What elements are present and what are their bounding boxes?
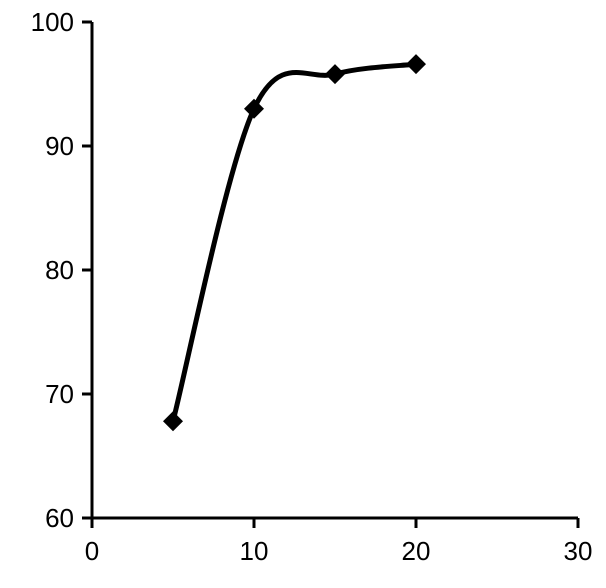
line-chart: 0 10 20 30 60 70 80 90 100 [0,0,606,588]
x-tick-label: 10 [240,536,269,566]
x-tick-label: 0 [85,536,99,566]
chart-svg: 0 10 20 30 60 70 80 90 100 [0,0,606,588]
y-tick-label: 100 [31,7,74,37]
x-tick-label: 30 [564,536,593,566]
y-tick-label: 80 [45,255,74,285]
y-tick-label: 70 [45,379,74,409]
y-tick-label: 90 [45,131,74,161]
y-tick-label: 60 [45,503,74,533]
x-tick-label: 20 [402,536,431,566]
